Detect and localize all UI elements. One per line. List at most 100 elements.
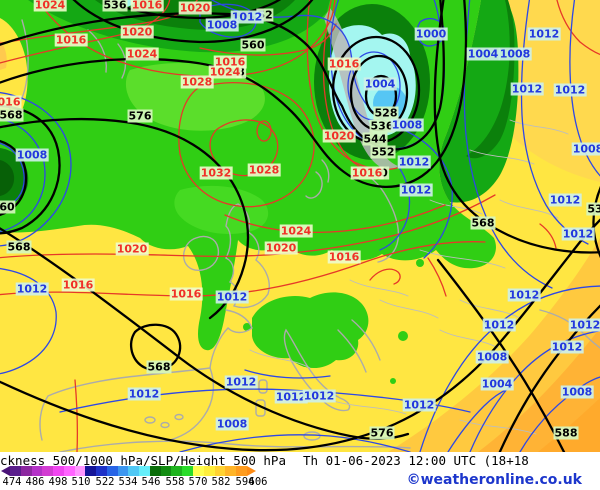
copyright: ©weatheronline.co.uk bbox=[406, 472, 582, 488]
contour-label: 544 bbox=[362, 132, 388, 146]
contour-label: 1008 bbox=[15, 148, 49, 162]
weather-map: 5365256085685765285365445520605685356856… bbox=[0, 0, 600, 452]
contour-label: 1020 bbox=[322, 129, 356, 143]
contour-label: 1008 bbox=[215, 417, 249, 431]
contour-label: 1016 bbox=[61, 278, 95, 292]
contour-label: 1012 bbox=[568, 318, 600, 332]
contour-label: 1012 bbox=[507, 288, 541, 302]
scale-segment bbox=[63, 466, 75, 476]
contour-label: 576 bbox=[369, 426, 395, 440]
contour-label: 1028 bbox=[247, 163, 281, 177]
contour-label: 1012 bbox=[561, 227, 595, 241]
scale-tick: 474 bbox=[2, 476, 22, 488]
scale-tick: 510 bbox=[71, 476, 91, 488]
contour-label: 1016 bbox=[213, 55, 247, 69]
scale-arrow-left bbox=[1, 466, 10, 476]
contour-label: 1020 bbox=[120, 25, 154, 39]
contour-label: 576 bbox=[127, 109, 153, 123]
contour-label: 1020 bbox=[115, 242, 149, 256]
contour-label: 1012 bbox=[399, 183, 433, 197]
scale-tick: 570 bbox=[188, 476, 208, 488]
contour-label: 1008 bbox=[560, 385, 594, 399]
contour-label: 1012 bbox=[224, 375, 258, 389]
scale-segment bbox=[85, 466, 97, 476]
contour-label: 1012 bbox=[230, 10, 264, 24]
contour-label: 528 bbox=[373, 106, 399, 120]
contour-label: 1012 bbox=[215, 290, 249, 304]
contour-label: 1012 bbox=[302, 389, 336, 403]
contour-label: 1008 bbox=[498, 47, 532, 61]
contour-label: 1008 bbox=[571, 142, 600, 156]
contour-label: 536 bbox=[102, 0, 128, 12]
contour-label: 1020 bbox=[264, 241, 298, 255]
contour-label: 1012 bbox=[527, 27, 561, 41]
scale-tick: 606 bbox=[248, 476, 268, 488]
scale-tick: 486 bbox=[25, 476, 45, 488]
caption-bar: ckness 500/1000 hPa/SLP/Height 500 hPa T… bbox=[0, 452, 600, 490]
scale-segment bbox=[20, 466, 32, 476]
contour-label: 1016 bbox=[327, 57, 361, 71]
scale-segment bbox=[225, 466, 237, 476]
contour-label: 1012 bbox=[510, 82, 544, 96]
scale-segment bbox=[117, 466, 129, 476]
scale-segment bbox=[128, 466, 140, 476]
scale-ticks: 474 486 498 510 522 534 546 558 570 582 594 606 bbox=[0, 476, 280, 489]
scale-tick: 594 bbox=[235, 476, 255, 488]
scale-segment bbox=[214, 466, 226, 476]
scale-segment bbox=[160, 466, 172, 476]
contour-label: 0 bbox=[379, 166, 389, 180]
map-title: ckness 500/1000 hPa/SLP/Height 500 hPa bbox=[0, 453, 286, 468]
scale-segment bbox=[106, 466, 118, 476]
color-scale-bar bbox=[10, 466, 247, 476]
scale-segment bbox=[10, 466, 21, 476]
contour-label: 1032 bbox=[199, 166, 233, 180]
contour-label: 1012 bbox=[397, 155, 431, 169]
contour-label: 1020 bbox=[178, 1, 212, 15]
contour-label: 1016 bbox=[327, 250, 361, 264]
contour-label: 1008 bbox=[390, 118, 424, 132]
scale-segment bbox=[236, 466, 247, 476]
contour-label: 560 bbox=[240, 38, 266, 52]
contour-label: 1000 bbox=[414, 27, 448, 41]
contour-label: 1004 bbox=[466, 47, 500, 61]
contour-label: 536 bbox=[369, 119, 395, 133]
contour-label: 552 bbox=[370, 145, 396, 159]
contour-label: 1016 bbox=[169, 287, 203, 301]
scale-arrow-right bbox=[247, 466, 256, 476]
scale-segment bbox=[182, 466, 194, 476]
scale-tick: 582 bbox=[211, 476, 231, 488]
contour-label: 568 bbox=[146, 360, 172, 374]
contour-label: 016 bbox=[0, 95, 22, 109]
scale-segment bbox=[31, 466, 43, 476]
contour-label: 1008 bbox=[475, 350, 509, 364]
scale-segment bbox=[193, 466, 204, 476]
contour-label: 1024 bbox=[208, 65, 242, 79]
scale-segment bbox=[203, 466, 215, 476]
scale-tick: 522 bbox=[95, 476, 115, 488]
contour-label: 1012 bbox=[127, 387, 161, 401]
scale-segment bbox=[149, 466, 161, 476]
isobars-high-red bbox=[0, 0, 600, 452]
contour-label: 1012 bbox=[548, 193, 582, 207]
scale-tick: 546 bbox=[141, 476, 161, 488]
coastlines bbox=[6, 20, 600, 452]
contour-label: 60 bbox=[0, 200, 16, 214]
contour-label: 1008 bbox=[205, 18, 239, 32]
scale-segment bbox=[96, 466, 107, 476]
contour-label: 1024 bbox=[279, 224, 313, 238]
contour-label: 1016 bbox=[130, 0, 164, 12]
scale-segment bbox=[74, 466, 86, 476]
contour-label: 1012 bbox=[402, 398, 436, 412]
contour-label: 53 bbox=[586, 202, 600, 216]
scale-segment bbox=[171, 466, 183, 476]
contour-label: 568 bbox=[0, 108, 24, 122]
contour-label: 1012 bbox=[550, 340, 584, 354]
contour-label: 1012 bbox=[482, 318, 516, 332]
contour-label: 1004 bbox=[480, 377, 514, 391]
contour-label: 1024 bbox=[125, 47, 159, 61]
scale-segment bbox=[42, 466, 54, 476]
contour-label: 1028 bbox=[180, 75, 214, 89]
contour-label: 1012 bbox=[553, 83, 587, 97]
scale-segment bbox=[53, 466, 64, 476]
